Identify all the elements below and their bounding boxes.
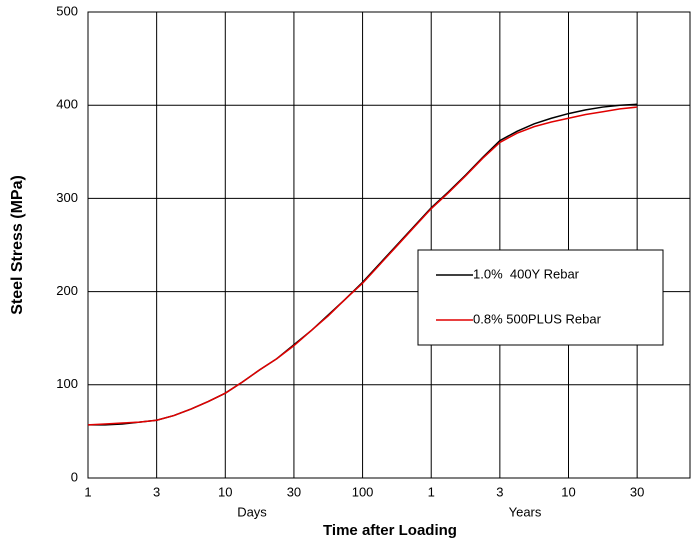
- y-tick-label: 0: [71, 469, 78, 484]
- y-tick-label: 100: [56, 376, 78, 391]
- legend-label: 0.8% 500PLUS Rebar: [473, 311, 602, 326]
- x-tick-label: 30: [630, 484, 644, 499]
- plot-frame: [87, 11, 691, 479]
- x-tick-label: 3: [153, 484, 160, 499]
- x-tick-label: 100: [352, 484, 374, 499]
- x-tick-label: 10: [218, 484, 232, 499]
- y-tick-label: 400: [56, 97, 78, 112]
- y-axis-label: Steel Stress (MPa): [9, 175, 26, 315]
- x-tick-label: 3: [496, 484, 503, 499]
- series-line: [87, 106, 638, 426]
- legend-box: [417, 249, 664, 346]
- x-tick-label: 30: [287, 484, 301, 499]
- y-tick-label: 200: [56, 283, 78, 298]
- y-tick-label: 500: [56, 3, 78, 18]
- y-tick-label: 300: [56, 190, 78, 205]
- x-tick-label: 10: [561, 484, 575, 499]
- days-label: Days: [237, 504, 267, 519]
- x-tick-label: 1: [84, 484, 91, 499]
- years-label: Years: [509, 504, 542, 519]
- legend-label: 1.0% 400Y Rebar: [473, 266, 580, 281]
- x-tick-label: 1: [428, 484, 435, 499]
- x-axis-label: Time after Loading: [323, 522, 457, 539]
